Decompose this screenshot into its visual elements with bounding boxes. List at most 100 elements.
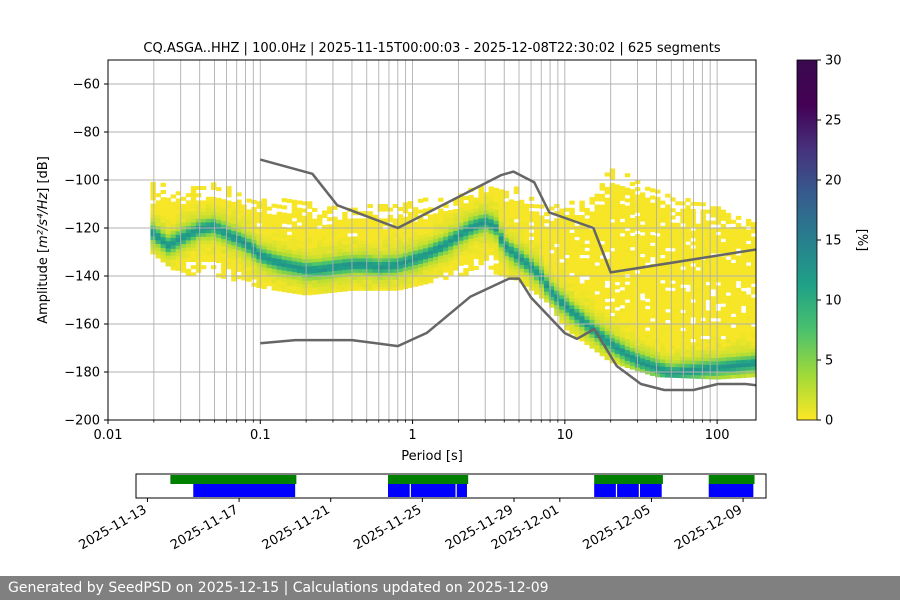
heatmap-cell — [417, 267, 424, 272]
heatmap-cell — [559, 312, 565, 317]
heatmap-cell — [211, 222, 217, 226]
heatmap-cell — [311, 283, 318, 288]
heatmap-cell — [231, 216, 237, 221]
heatmap-cell — [337, 252, 343, 257]
heatmap-cell — [584, 319, 590, 324]
heatmap-cell — [619, 250, 626, 255]
heatmap-cell — [685, 266, 691, 271]
heatmap-cell — [720, 310, 727, 315]
heatmap-cell — [533, 240, 540, 245]
heatmap-cell — [180, 240, 187, 244]
heatmap-cell — [695, 281, 701, 286]
heatmap-cell — [685, 345, 691, 350]
heatmap-cell — [670, 265, 676, 270]
heatmap-cell — [660, 326, 666, 331]
heatmap-cell — [685, 230, 691, 235]
heatmap-cell — [745, 341, 752, 346]
heatmap-cell — [221, 242, 227, 247]
heatmap-cell — [155, 214, 161, 219]
heatmap-cell — [468, 238, 474, 243]
heatmap-cell — [685, 370, 691, 375]
heatmap-cell — [559, 298, 565, 303]
heatmap-column — [332, 205, 338, 293]
heatmap-cell — [670, 269, 676, 274]
heatmap-cell — [276, 215, 283, 220]
heatmap-cell — [670, 355, 676, 360]
heatmap-cell — [281, 288, 288, 293]
heatmap-cell — [483, 231, 489, 236]
heatmap-cell — [700, 367, 706, 372]
heatmap-cell — [306, 284, 313, 289]
heatmap-cell — [609, 182, 616, 187]
heatmap-cell — [579, 337, 585, 342]
heatmap-cell — [433, 213, 439, 218]
heatmap-column — [231, 201, 237, 282]
heatmap-cell — [377, 279, 383, 284]
heatmap-cell — [740, 280, 747, 285]
heatmap-column — [342, 211, 348, 292]
heatmap-cell — [655, 218, 661, 223]
heatmap-cell — [695, 245, 701, 250]
heatmap-cell — [554, 279, 560, 284]
heatmap-cell — [342, 237, 348, 242]
heatmap-cell — [488, 236, 494, 241]
heatmap-cell — [599, 265, 606, 270]
heatmap-cell — [735, 291, 742, 296]
heatmap-cell — [564, 265, 570, 270]
heatmap-cell — [211, 182, 217, 187]
heatmap-cell — [190, 196, 197, 201]
heatmap-cell — [735, 277, 742, 282]
heatmap-cell — [281, 219, 288, 224]
heatmap-cell — [422, 248, 429, 253]
heatmap-cell — [629, 340, 636, 345]
heatmap-cell — [619, 236, 626, 241]
heatmap-cell — [463, 232, 469, 237]
heatmap-cell — [433, 256, 439, 261]
heatmap-cell — [276, 211, 283, 216]
heatmap-cell — [539, 204, 545, 209]
heatmap-cell — [281, 252, 288, 257]
heatmap-cell — [725, 346, 732, 351]
heatmap-cell — [629, 333, 636, 338]
heatmap-cell — [281, 244, 288, 249]
heatmap-cell — [614, 191, 621, 196]
heatmap-cell — [735, 327, 742, 332]
heatmap-cell — [175, 205, 182, 210]
heatmap-cell — [725, 353, 732, 358]
heatmap-cell — [609, 262, 616, 267]
heatmap-cell — [448, 256, 454, 261]
heatmap-cell — [629, 192, 636, 197]
heatmap-cell — [730, 331, 737, 336]
heatmap-cell — [513, 190, 520, 195]
heatmap-cell — [316, 250, 323, 255]
heatmap-cell — [518, 214, 525, 219]
heatmap-cell — [357, 283, 363, 288]
heatmap-cell — [443, 229, 449, 234]
heatmap-cell — [745, 344, 752, 349]
heatmap-cell — [296, 229, 303, 234]
heatmap-cell — [675, 363, 681, 368]
heatmap-column — [675, 201, 681, 379]
heatmap-cell — [599, 273, 606, 278]
heatmap-cell — [650, 314, 656, 319]
heatmap-cell — [644, 258, 651, 263]
heatmap-cell — [200, 258, 207, 262]
heatmap-cell — [528, 218, 535, 223]
heatmap-cell — [508, 203, 515, 207]
heatmap-cell — [195, 193, 202, 198]
heatmap-cell — [251, 217, 257, 222]
heatmap-cell — [382, 286, 389, 291]
heatmap-cell — [745, 366, 752, 371]
heatmap-cell — [569, 265, 575, 270]
heatmap-cell — [574, 258, 580, 263]
heatmap-cell — [417, 281, 424, 286]
heatmap-cell — [700, 371, 706, 376]
heatmap-cell — [180, 214, 187, 219]
heatmap-cell — [665, 334, 671, 339]
heatmap-cell — [579, 215, 585, 220]
heatmap-cell — [251, 207, 257, 212]
heatmap-cell — [200, 247, 207, 252]
heatmap-cell — [211, 229, 217, 234]
heatmap-cell — [589, 229, 595, 234]
heatmap-cell — [730, 219, 737, 224]
